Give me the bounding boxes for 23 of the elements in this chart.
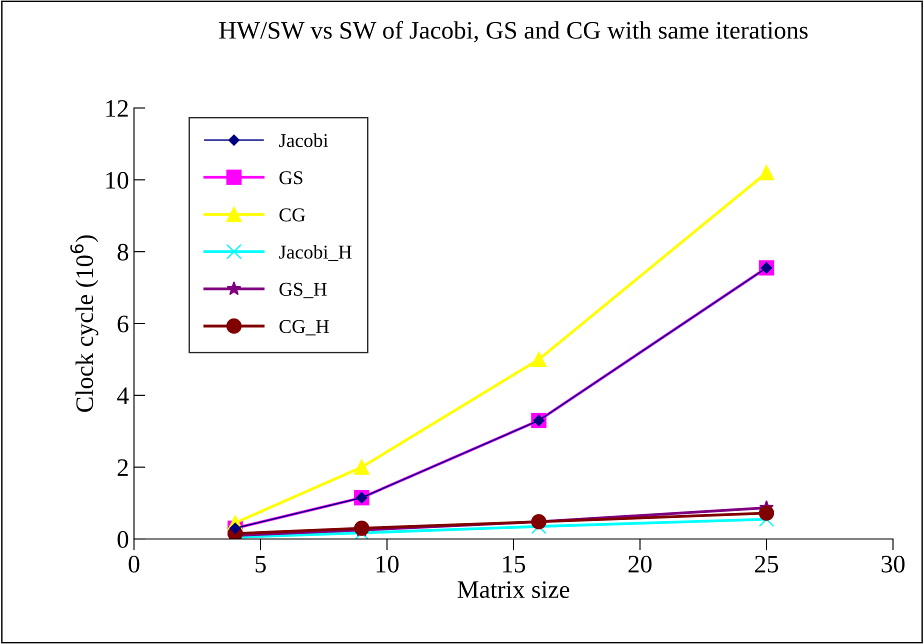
chart-title: HW/SW vs SW of Jacobi, GS and CG with same iterations: [219, 20, 808, 42]
y-tick-label: 6: [118, 316, 128, 332]
y-tick-label: 12: [106, 100, 128, 117]
legend-label: Jacobi: [279, 133, 328, 148]
y-tick-label: 0: [118, 531, 128, 548]
x-tick-label: 0: [128, 556, 140, 573]
legend-label: GS: [280, 171, 302, 184]
x-tick-label: 20: [628, 556, 652, 573]
y-axis-title: Clock cycle (10$^{6}$): [70, 235, 98, 412]
y-tick-label: 10: [106, 172, 128, 189]
x-tick-label: 25: [755, 556, 778, 573]
legend-label: Jacobi_H: [279, 244, 352, 261]
legend-label: CG: [280, 208, 306, 222]
legend-label: CG_H: [280, 320, 329, 336]
y-tick-label: 2: [118, 459, 128, 476]
x-tick-label: 10: [376, 556, 399, 573]
y-tick-label: 8: [118, 244, 128, 261]
x-axis-title: Matrix size: [458, 581, 570, 598]
x-tick-label: 15: [503, 556, 526, 573]
x-tick-label: 5: [256, 556, 266, 573]
y-tick-label: 4: [117, 388, 129, 404]
x-tick-label: 30: [882, 556, 905, 573]
legend-label: GS_H: [280, 282, 327, 298]
